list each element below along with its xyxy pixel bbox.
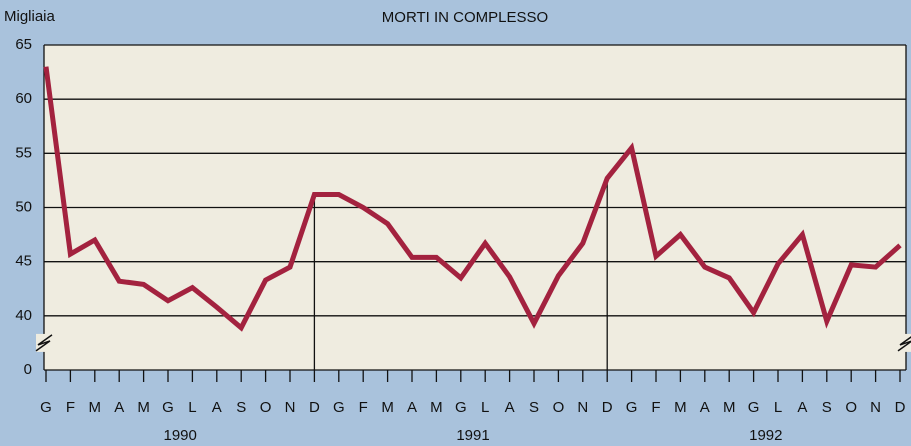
x-tick-label: M (674, 399, 687, 416)
x-tick-label: G (626, 399, 638, 416)
y-tick-label: 60 (15, 90, 32, 107)
x-tick-label: F (651, 399, 660, 416)
axis-break (35, 334, 53, 352)
x-tick-label: G (162, 399, 174, 416)
y-tick-label: 55 (15, 144, 32, 161)
axis-break (897, 336, 911, 352)
x-tick-label: G (455, 399, 467, 416)
x-tick-label: M (381, 399, 394, 416)
x-tick-label: S (529, 399, 539, 416)
x-tick-label: A (212, 399, 222, 416)
x-tick-label: N (870, 399, 881, 416)
x-tick-label: A (700, 399, 710, 416)
x-tick-label: M (137, 399, 150, 416)
x-tick-label: F (359, 399, 368, 416)
x-tick-label: F (66, 399, 75, 416)
y-tick-label: 65 (15, 36, 32, 53)
x-tick-label: O (553, 399, 565, 416)
x-tick-label: L (774, 399, 782, 416)
y-tick-label: 45 (15, 253, 32, 270)
x-tick-label: G (40, 399, 52, 416)
x-tick-label: L (481, 399, 489, 416)
y-tick-label: 50 (15, 198, 32, 215)
x-tick-label: A (407, 399, 417, 416)
x-tick-label: D (309, 399, 320, 416)
y-tick-label: 40 (15, 307, 32, 324)
x-tick-label: M (89, 399, 102, 416)
year-label: 1992 (749, 427, 782, 444)
x-tick-label: S (822, 399, 832, 416)
x-tick-label: L (188, 399, 196, 416)
x-tick-label: N (577, 399, 588, 416)
x-tick-label: A (797, 399, 807, 416)
x-tick-label: A (114, 399, 124, 416)
x-tick-label: N (285, 399, 296, 416)
x-tick-label: D (602, 399, 613, 416)
x-tick-label: G (333, 399, 345, 416)
x-tick-label: M (430, 399, 443, 416)
year-label: 1991 (456, 427, 489, 444)
x-tick-label: A (505, 399, 515, 416)
y-axis-label: Migliaia (4, 8, 56, 25)
x-tick-label: O (260, 399, 272, 416)
x-tick-label: S (236, 399, 246, 416)
data-line (43, 66, 902, 332)
x-tick-label: M (723, 399, 736, 416)
year-label: 1990 (164, 427, 197, 444)
x-tick-label: D (895, 399, 906, 416)
x-tick-label: O (845, 399, 857, 416)
x-tick-label: G (748, 399, 760, 416)
chart-title: MORTI IN COMPLESSO (382, 9, 548, 26)
y-tick-label: 0 (24, 361, 32, 378)
